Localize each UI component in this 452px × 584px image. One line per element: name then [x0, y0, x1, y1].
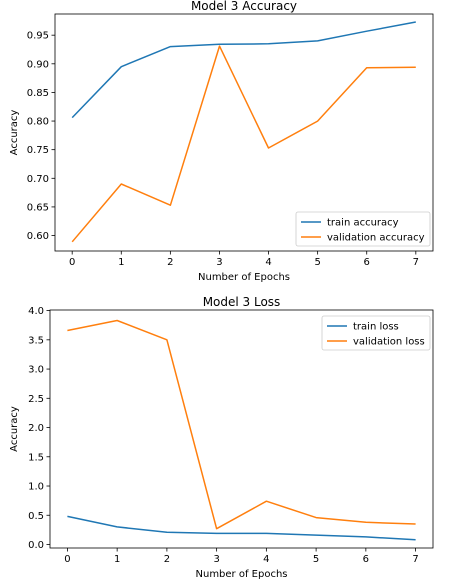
loss-plot-frame — [49, 309, 434, 549]
accuracy-chart: Model 3 Accuracy 0 1 2 3 4 5 6 7 0.60 0.65 0.70 0.75… — [9, 0, 434, 283]
loss-series-line-0 — [67, 515, 416, 541]
loss-x-tick-label: 3 — [213, 554, 219, 565]
accuracy-x-axis-label: Number of Epochs — [198, 272, 290, 283]
loss-y-tick-label: 0.5 — [28, 511, 44, 522]
accuracy-y-tick-label: 0.75 — [27, 145, 49, 156]
loss-chart: Model 3 Loss 0 1 2 3 4 5 6 7 0.0 0.5 1.0 1.5 2.0 2.5 3.… — [9, 295, 434, 580]
loss-y-tick-label: 2.0 — [28, 423, 44, 434]
accuracy-y-tick-label: 0.90 — [27, 59, 49, 70]
accuracy-y-tick-label: 0.65 — [27, 202, 49, 213]
accuracy-y-tick-label: 0.95 — [27, 31, 49, 42]
accuracy-x-tick-label: 5 — [314, 257, 320, 268]
accuracy-chart-title: Model 3 Accuracy — [191, 0, 297, 13]
loss-y-tick-label: 3.5 — [28, 335, 44, 346]
accuracy-x-tick-label: 2 — [167, 257, 173, 268]
accuracy-x-tick-label: 3 — [216, 257, 222, 268]
accuracy-x-tick-label: 1 — [118, 257, 124, 268]
loss-chart-title: Model 3 Loss — [203, 295, 281, 309]
accuracy-y-tick-label: 0.60 — [27, 231, 49, 242]
loss-y-tick-label: 1.0 — [28, 482, 44, 493]
loss-x-tick-label: 5 — [313, 554, 319, 565]
accuracy-y-tick-label: 0.70 — [27, 174, 49, 185]
accuracy-x-tick-label: 7 — [413, 257, 419, 268]
loss-y-tick-label: 4.0 — [28, 306, 44, 317]
accuracy-x-tick-label: 6 — [364, 257, 370, 268]
loss-x-tick-label: 7 — [412, 554, 418, 565]
loss-x-tick-label: 1 — [114, 554, 120, 565]
accuracy-series-line-1 — [71, 45, 416, 243]
accuracy-y-tick-label: 0.85 — [27, 88, 49, 99]
accuracy-x-tick-label: 4 — [265, 257, 271, 268]
accuracy-legend-box — [295, 211, 431, 247]
loss-series-line-1 — [67, 319, 416, 530]
loss-legend-box — [321, 315, 431, 351]
loss-y-tick-label: 3.0 — [28, 365, 44, 376]
loss-x-tick-label: 6 — [363, 554, 369, 565]
loss-legend-label-1: validation loss — [353, 337, 425, 348]
accuracy-legend: train accuracy validation accuracy — [295, 211, 431, 247]
accuracy-plot-frame — [54, 13, 434, 252]
loss-x-tick-label: 4 — [263, 554, 269, 565]
loss-y-tick-label: 0.0 — [28, 540, 44, 551]
accuracy-legend-label-1: validation accuracy — [327, 233, 425, 244]
accuracy-y-axis-label: Accuracy — [9, 110, 20, 156]
accuracy-x-tick-label: 0 — [69, 257, 75, 268]
accuracy-y-tick-label: 0.80 — [27, 117, 49, 128]
loss-y-axis-label: Accuracy — [9, 406, 20, 452]
loss-legend-label-0: train loss — [353, 322, 399, 333]
loss-y-tick-label: 1.5 — [28, 452, 44, 463]
loss-x-axis-label: Number of Epochs — [196, 569, 288, 580]
accuracy-series-line-0 — [71, 21, 416, 119]
loss-x-tick-label: 2 — [164, 554, 170, 565]
loss-legend: train loss validation loss — [321, 315, 431, 351]
loss-x-tick-label: 0 — [64, 554, 70, 565]
loss-y-tick-label: 2.5 — [28, 394, 44, 405]
accuracy-legend-label-0: train accuracy — [327, 218, 399, 229]
